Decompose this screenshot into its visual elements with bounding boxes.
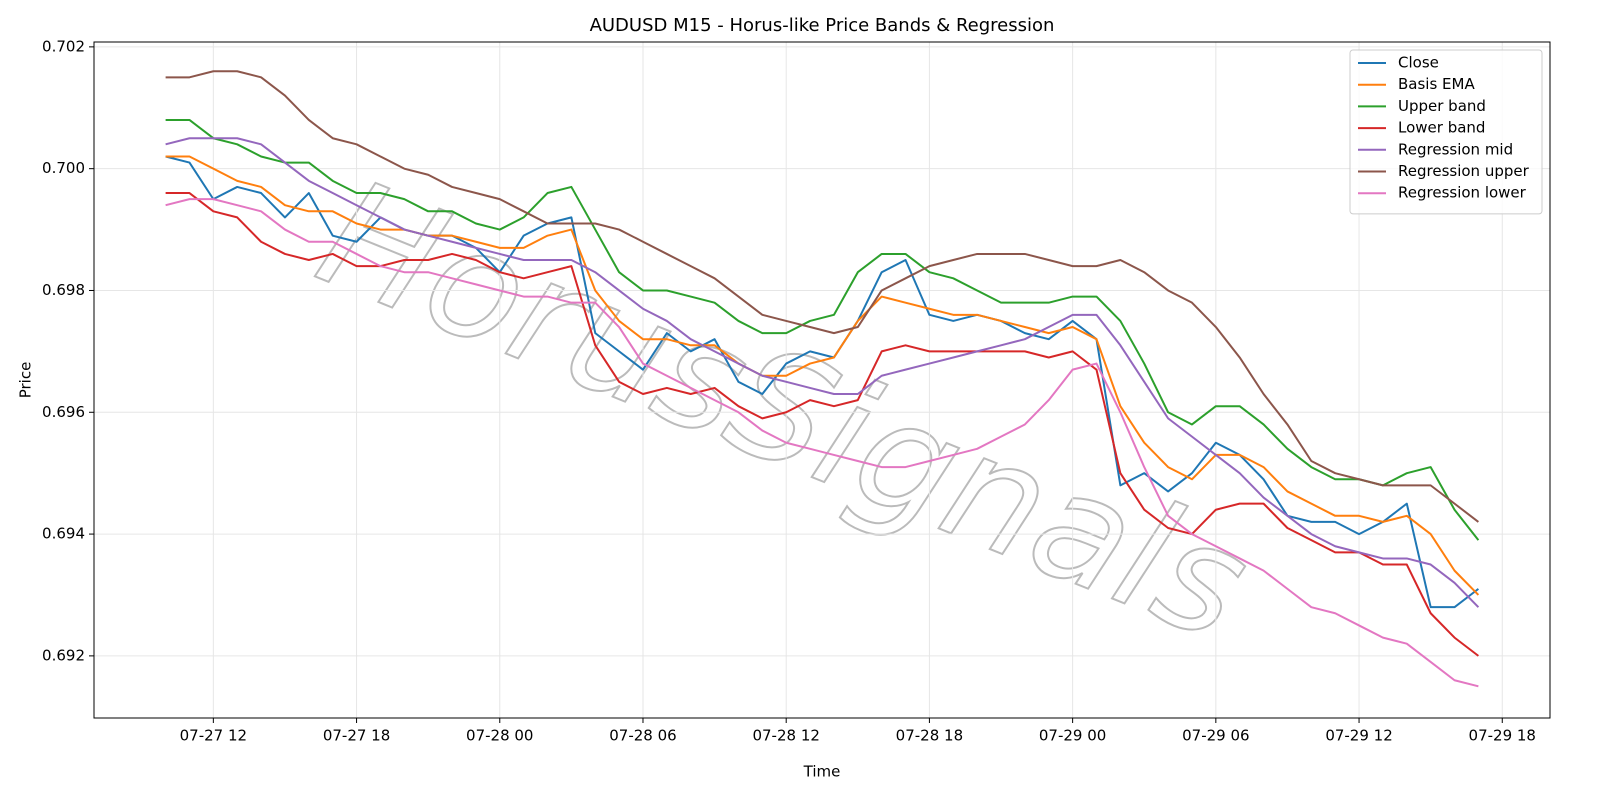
x-tick-label: 07-29 00 <box>1039 727 1106 745</box>
y-tick-label: 0.698 <box>42 281 85 299</box>
y-tick-label: 0.702 <box>42 37 85 55</box>
series-line <box>165 192 1479 657</box>
x-tick-label: 07-28 06 <box>609 727 676 745</box>
y-tick-label: 0.700 <box>42 159 85 177</box>
legend-label: Close <box>1398 54 1439 72</box>
y-tick-label: 0.694 <box>42 525 85 543</box>
x-tick-label: 07-28 18 <box>896 727 963 745</box>
plot-frame <box>93 41 1551 719</box>
legend-label: Lower band <box>1398 119 1485 137</box>
series-line <box>165 137 1480 608</box>
series-line <box>165 70 1479 523</box>
x-tick-label: 07-28 12 <box>752 727 819 745</box>
series-line <box>165 118 1480 541</box>
x-tick-label: 07-29 06 <box>1182 727 1249 745</box>
y-tick-label: 0.692 <box>42 646 85 664</box>
y-tick-label: 0.696 <box>42 403 85 421</box>
x-tick-label: 07-27 18 <box>323 727 390 745</box>
legend-label: Regression lower <box>1398 184 1527 202</box>
x-tick-label: 07-27 12 <box>180 727 247 745</box>
x-tick-label: 07-28 00 <box>466 727 533 745</box>
legend-box <box>1349 49 1543 215</box>
legend-label: Regression mid <box>1398 140 1513 158</box>
x-tick-label: 07-29 18 <box>1469 727 1536 745</box>
legend-label: Regression upper <box>1398 162 1530 180</box>
legend-label: Basis EMA <box>1398 75 1475 93</box>
legend-label: Upper band <box>1398 97 1486 115</box>
series-line <box>165 155 1480 596</box>
series-line <box>165 198 1479 688</box>
x-axis-label: Time <box>803 763 841 781</box>
chart-title: AUDUSD M15 - Horus-like Price Bands & Re… <box>590 15 1055 36</box>
x-tick-label: 07-29 12 <box>1325 727 1392 745</box>
y-axis-label: Price <box>17 362 35 399</box>
